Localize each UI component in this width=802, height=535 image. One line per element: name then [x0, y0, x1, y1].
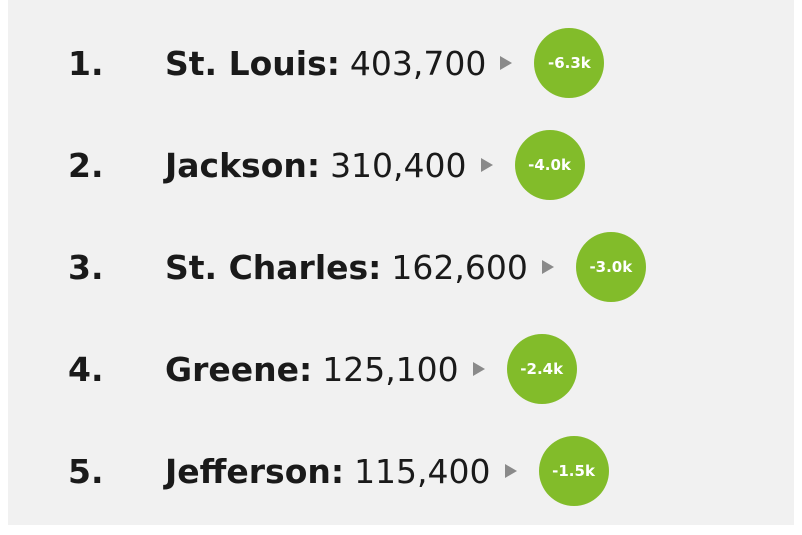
arrow-icon: [500, 56, 513, 70]
rank: 2.: [68, 145, 104, 185]
change-badge: -6.3k: [534, 28, 605, 98]
rank: 3.: [68, 247, 104, 287]
list-row: 3. St. Charles: 162,600 -3.0k: [8, 216, 794, 318]
county-name: Jackson:: [165, 145, 321, 185]
population: 162,600: [391, 247, 528, 287]
population: 310,400: [330, 145, 467, 185]
arrow-icon: [472, 362, 485, 376]
change-label: -6.3k: [548, 54, 591, 72]
rank: 5.: [68, 451, 104, 491]
arrow-icon: [541, 260, 554, 274]
county-name: St. Charles:: [165, 247, 382, 287]
list-row: 1. St. Louis: 403,700 -6.3k: [8, 12, 794, 114]
change-label: -3.0k: [589, 258, 633, 276]
ranking-panel: 1. St. Louis: 403,700 -6.3k 2. Jackson: 310,40…: [8, 0, 794, 525]
change-label: -4.0k: [528, 156, 571, 174]
list-row: 5. Jefferson: 115,400 -1.5k: [8, 420, 794, 522]
list-row: 2. Jackson: 310,400 -4.0k: [8, 114, 794, 216]
county-name: Greene:: [165, 349, 313, 389]
county-name: Jefferson:: [165, 451, 345, 491]
rank: 1.: [68, 43, 104, 83]
change-badge: -4.0k: [514, 130, 585, 200]
population: 115,400: [354, 451, 491, 491]
change-badge: -1.5k: [538, 436, 609, 506]
county-name: St. Louis:: [165, 43, 340, 83]
rank: 4.: [68, 349, 104, 389]
list-row: 4. Greene: 125,100 -2.4k: [8, 318, 794, 420]
change-badge: -3.0k: [575, 232, 646, 302]
population: 125,100: [322, 349, 459, 389]
population: 403,700: [349, 43, 487, 83]
arrow-icon: [480, 158, 493, 172]
arrow-icon: [504, 464, 517, 478]
change-label: -2.4k: [520, 360, 564, 378]
change-badge: -2.4k: [506, 334, 577, 404]
change-label: -1.5k: [552, 462, 595, 480]
